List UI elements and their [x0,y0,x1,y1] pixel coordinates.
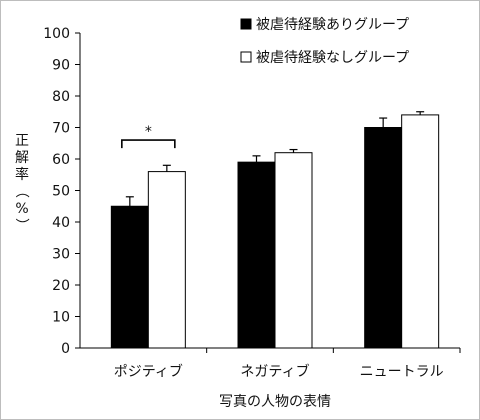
bar-no-abuse [401,114,440,349]
bar-no-abuse [147,171,186,349]
y-tick-label: 50 [52,184,70,200]
legend-swatch [240,51,252,63]
y-tick-label: 30 [52,247,70,263]
bar-abuse [237,161,276,349]
y-tick-label: 60 [52,152,70,168]
y-tick-label: 10 [52,310,70,326]
y-axis-title-char: 解 [15,150,29,166]
y-tick-label: 20 [52,278,70,294]
legend-swatch [240,18,252,30]
bar-abuse [364,127,403,349]
significance-star: * [145,124,152,140]
y-tick-label: 40 [52,215,70,231]
y-axis-title-char: 率 [15,166,29,183]
y-axis-title-char: 正 [15,133,29,149]
y-tick-label: 90 [52,58,70,74]
x-axis-title: 写真の人物の表情 [219,394,331,410]
y-tick-label: 0 [61,341,70,357]
legend-label: 被虐待経験ありグループ [256,17,409,33]
y-tick-label: 80 [52,89,70,105]
y-tick-label: 100 [43,26,70,42]
y-axis-title-char: % [15,201,28,217]
significance-bracket [121,139,176,149]
x-category-label: ポジティブ [114,363,183,380]
bar-abuse [110,205,149,349]
bar-no-abuse [274,152,313,349]
y-tick-label: 70 [52,121,70,137]
x-category-label: ニュートラル [360,364,444,380]
x-category-label: ネガティブ [240,363,309,380]
legend-label: 被虐待経験なしグループ [256,50,409,66]
y-axis-title-char: （ [13,184,29,198]
y-axis-title-char: ） [13,218,29,232]
